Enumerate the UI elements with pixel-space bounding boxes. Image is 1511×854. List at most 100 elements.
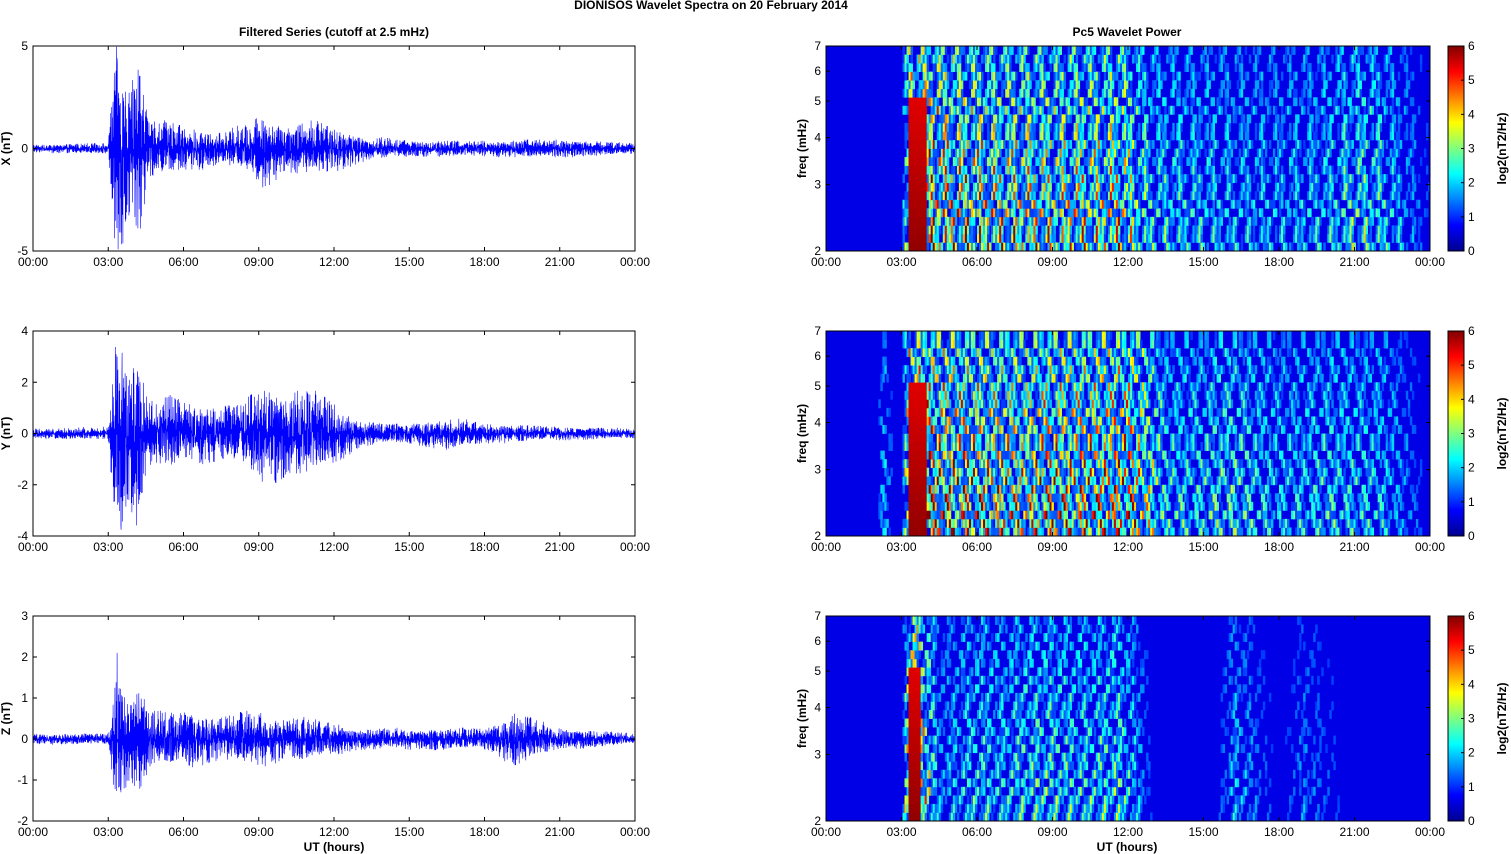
heatmap-cell [1389,88,1393,98]
heatmap-cell [1150,216,1153,226]
heatmap-cell [1323,63,1326,73]
heatmap-cell [1029,97,1032,107]
heatmap-cell [1079,199,1083,209]
heatmap-cell [1071,88,1075,98]
heatmap-cell [1331,165,1334,175]
heatmap-cell [1317,54,1320,64]
series-xtick-label: 00:00 [620,255,650,269]
heatmap-cell [1132,97,1135,107]
heatmap-cell [944,433,948,443]
heatmap-cell [1117,114,1121,124]
heatmap-cell [1156,105,1159,115]
heatmap-cell [916,373,920,383]
y-axis-label: Y (nT) [0,417,13,451]
heatmap-cell [880,518,883,528]
heatmap-cell [1411,114,1415,124]
heatmap-cell [944,373,948,383]
heatmap-cell [1081,216,1085,226]
heatmap-cell [924,191,928,201]
heatmap-cell [922,450,926,460]
heatmap-cell [1142,148,1145,158]
heatmap-cell [1172,208,1175,218]
heatmap-cell [1176,131,1179,141]
heatmap-cell [1021,46,1024,55]
heatmap-cell [1375,191,1379,201]
heatmap-cell [1411,182,1415,192]
heatmap-cell [989,46,992,55]
heatmap-cell [938,191,942,201]
heatmap-cell [936,356,940,366]
heatmap-cell [1363,216,1366,226]
heatmap-cell [956,208,960,218]
heatmap-cell [1057,131,1060,141]
heatmap-cell [940,71,944,81]
heatmap-cell [950,131,954,141]
heatmap-cell [1355,191,1358,201]
heatmap-cell [1017,216,1020,226]
heatmap-cell [1373,63,1377,73]
heatmap-cell [908,46,911,55]
heatmap-cell [1317,139,1320,149]
heatmap-cell [906,80,909,90]
heatmap-cell [1351,242,1354,252]
heatmap-cell [1333,199,1336,209]
heatmap-cell [958,233,962,243]
heatmap-cell [1101,97,1105,107]
heatmap-cell [1186,199,1189,209]
heatmap-cell [920,416,924,426]
heatmap-cell [882,373,885,383]
heatmap-cell [952,114,956,124]
heatmap-cell [972,208,976,218]
heatmap-cell [940,46,944,55]
heatmap-cell [1107,199,1111,209]
heatmap-cell [924,382,928,392]
heatmap-cell [930,199,934,209]
heatmap-cell [1009,71,1012,81]
heatmap-cell [1307,165,1310,175]
heatmap-cell [914,356,917,366]
heatmap-cell [1371,216,1375,226]
heatmap-cell [997,131,1000,141]
heatmap-cell [1142,71,1145,81]
heatmap-cell [985,225,988,235]
heatmap-cell [1011,233,1014,243]
heatmap-cell [987,225,990,235]
heatmap-cell [1333,97,1336,107]
heatmap-cell [1405,208,1409,218]
heatmap-cell [1166,139,1169,149]
heatmap-cell [1031,105,1034,115]
heatmap-cell [1033,242,1036,252]
heatmap-cell [910,46,913,55]
series-xtick-label: 12:00 [319,255,349,269]
heatmap-cell [906,390,909,400]
heatmap-cell [924,510,928,520]
heatmap-cell [987,174,990,184]
heatmap-cell [964,63,968,73]
heatmap-cell [1001,105,1004,115]
heatmap-cell [1331,216,1334,226]
heatmap-cell [1174,165,1177,175]
heatmap-cell [1246,216,1250,226]
heatmap-cell [1160,182,1163,192]
heatmap-cell [1379,80,1383,90]
heatmap-cell [1107,122,1111,132]
heatmap-cell [912,233,915,243]
heatmap-cell [930,484,934,494]
heatmap-cell [1132,199,1135,209]
heatmap-cell [1295,148,1298,158]
heatmap-cell [1411,131,1415,141]
heatmap-cell [1349,63,1352,73]
heatmap-cell [1194,139,1197,149]
heatmap-cell [902,365,905,375]
heatmap-cell [1252,199,1256,209]
heatmap-cell [926,216,930,226]
heatmap-cell [930,122,934,132]
heatmap-cell [1274,157,1278,166]
heatmap-cell [920,199,924,209]
heatmap-cell [1148,139,1151,149]
heatmap-cell [1164,216,1167,226]
heatmap-cell [1397,122,1401,132]
heatmap-cell [1194,182,1197,192]
heatmap-cell [1073,97,1077,107]
heatmap-cell [952,139,956,149]
